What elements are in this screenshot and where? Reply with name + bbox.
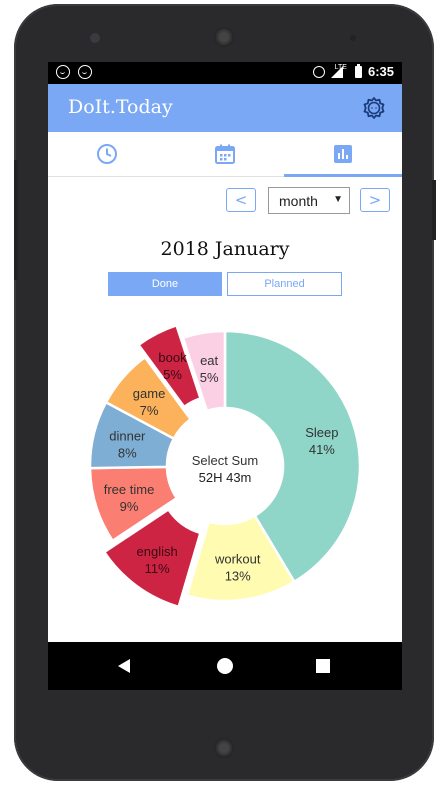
slice-label: Sleep xyxy=(305,425,338,440)
screen: LTE 6:35 DoIt.Today xyxy=(48,62,402,690)
phone-side-button-right xyxy=(432,180,436,240)
tab-bar xyxy=(48,132,402,177)
slice-label: eat xyxy=(200,353,218,368)
donut-chart[interactable]: Sleep 41% workout 13% english 11% free time 9% d… xyxy=(48,314,402,619)
calendar-icon xyxy=(215,144,235,164)
tab-timer[interactable] xyxy=(48,132,166,176)
home-icon[interactable] xyxy=(217,658,233,674)
slice-percent: 5% xyxy=(163,367,182,382)
previous-period-button[interactable]: < xyxy=(226,188,256,212)
pie-slice-book[interactable] xyxy=(136,323,203,409)
period-select[interactable]: month ▼ xyxy=(268,187,350,214)
slice-percent: 13% xyxy=(225,569,251,584)
active-tab-indicator xyxy=(284,174,402,177)
slice-percent: 8% xyxy=(118,445,137,460)
back-icon[interactable] xyxy=(118,659,130,673)
slice-percent: 41% xyxy=(309,442,335,457)
slice-percent: 5% xyxy=(200,370,219,385)
slice-label: dinner xyxy=(109,428,146,443)
slice-label: free time xyxy=(104,482,155,497)
pie-slice-eat[interactable] xyxy=(181,329,227,413)
system-nav-bar xyxy=(48,642,402,690)
app-title: DoIt.Today xyxy=(68,96,173,118)
status-bar: LTE 6:35 xyxy=(48,62,402,84)
pie-slice-workout[interactable] xyxy=(185,514,297,603)
tab-statistics[interactable] xyxy=(284,132,402,176)
smiley-notification-icon xyxy=(56,65,70,79)
pie-slice-game[interactable] xyxy=(104,355,193,441)
dropdown-caret-icon: ▼ xyxy=(333,194,343,205)
slice-label: workout xyxy=(214,552,261,567)
tab-calendar[interactable] xyxy=(166,132,284,176)
signal-icon xyxy=(330,65,343,78)
period-select-value: month xyxy=(279,193,318,209)
network-type: LTE xyxy=(334,64,347,71)
pie-slice-Sleep[interactable] xyxy=(223,329,362,584)
slice-label: book xyxy=(158,350,187,365)
period-title: 2018 January xyxy=(160,238,290,260)
bottom-speaker xyxy=(214,738,234,758)
planned-toggle-button[interactable]: Planned xyxy=(227,272,342,296)
slice-percent: 11% xyxy=(145,561,170,576)
pie-slice-english[interactable] xyxy=(102,507,202,609)
center-value: 52H 43m xyxy=(199,470,252,485)
battery-icon xyxy=(354,63,362,78)
phone-side-button xyxy=(14,160,18,280)
earpiece-speaker xyxy=(214,27,234,47)
chart-icon xyxy=(334,145,352,163)
app-bar: DoIt.Today xyxy=(48,84,402,132)
slice-label: english xyxy=(137,544,178,559)
done-toggle-button[interactable]: Done xyxy=(108,272,222,296)
smiley-notification-icon xyxy=(78,65,92,79)
recent-apps-icon[interactable] xyxy=(316,659,330,673)
period-controls: < month ▼ > xyxy=(48,186,402,216)
front-camera xyxy=(90,33,100,43)
status-time: 6:35 xyxy=(367,64,394,79)
center-label: Select Sum xyxy=(192,453,258,468)
next-period-button[interactable]: > xyxy=(360,188,390,212)
proximity-sensor xyxy=(350,35,356,41)
slice-label: game xyxy=(133,386,166,401)
settings-icon[interactable] xyxy=(362,96,386,120)
slice-percent: 7% xyxy=(140,403,159,418)
alarm-icon xyxy=(312,65,325,78)
slice-percent: 9% xyxy=(120,499,139,514)
clock-icon xyxy=(97,144,117,164)
